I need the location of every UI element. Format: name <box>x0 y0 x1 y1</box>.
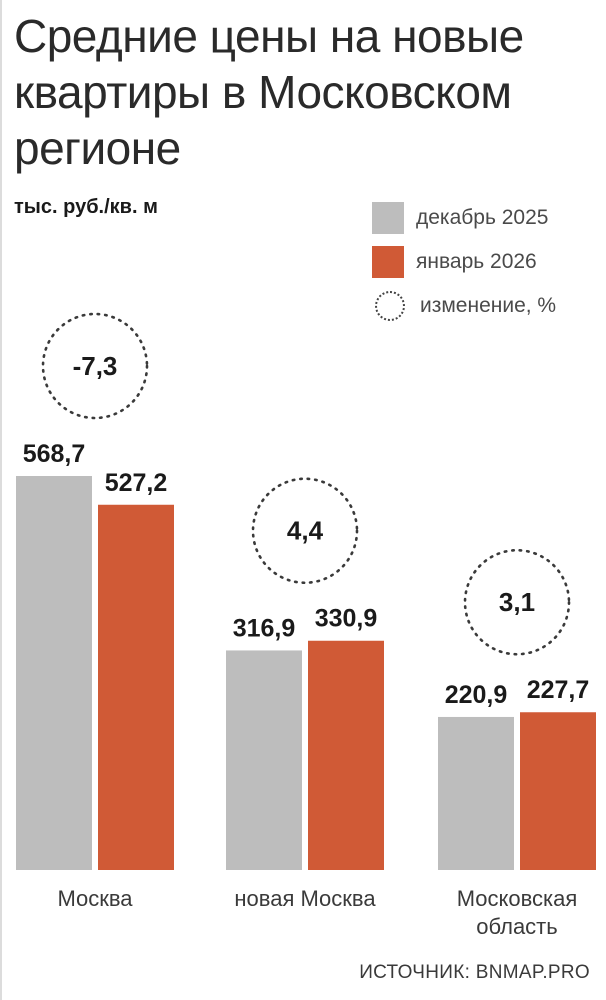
left-edge-line <box>0 0 2 1000</box>
change-label-1: 4,4 <box>287 516 324 546</box>
category-label-1: новая Москва <box>234 886 376 911</box>
chart-title: Средние цены на новые квартиры в Московс… <box>14 10 524 174</box>
bar-dec-2 <box>438 716 514 870</box>
change-circle-0 <box>41 312 149 420</box>
bar-jan-1 <box>308 640 384 870</box>
category-label-0: Москва <box>57 886 133 911</box>
legend-label-change: изменение, % <box>420 294 557 317</box>
value-label-jan-2: 227,7 <box>527 676 590 704</box>
change-circle-1 <box>251 477 359 585</box>
change-label-2: 3,1 <box>499 587 535 617</box>
bar-dec-0 <box>16 476 92 870</box>
value-label-dec-0: 568,7 <box>23 440 86 468</box>
category-label-2-line-0: Московская <box>457 886 578 911</box>
bar-dec-1 <box>226 650 302 870</box>
legend-swatch-jan <box>372 246 404 278</box>
change-circle-2 <box>463 548 571 656</box>
legend-label-dec: декабрь 2025 <box>416 206 549 229</box>
legend-dotted-circle-icon <box>375 291 405 321</box>
bar-jan-0 <box>98 504 174 870</box>
source-note: ИСТОЧНИК: BNMAP.PRO <box>359 962 590 983</box>
change-label-0: -7,3 <box>73 351 118 381</box>
legend-item-jan: январь 2026 <box>372 240 556 284</box>
legend-swatch-dec <box>372 202 404 234</box>
value-label-jan-0: 527,2 <box>105 469 168 497</box>
legend-item-dec: декабрь 2025 <box>372 196 556 240</box>
unit-label: тыс. руб./кв. м <box>14 196 158 218</box>
category-label-2-line-1: область <box>476 914 557 939</box>
value-label-dec-1: 316,9 <box>233 614 296 642</box>
value-label-jan-1: 330,9 <box>315 605 378 633</box>
legend-item-change: изменение, % <box>372 284 556 328</box>
value-label-dec-2: 220,9 <box>445 681 508 709</box>
bar-jan-2 <box>520 712 596 870</box>
legend: декабрь 2025 январь 2026 изменение, % <box>372 196 556 328</box>
legend-label-jan: январь 2026 <box>416 250 537 273</box>
